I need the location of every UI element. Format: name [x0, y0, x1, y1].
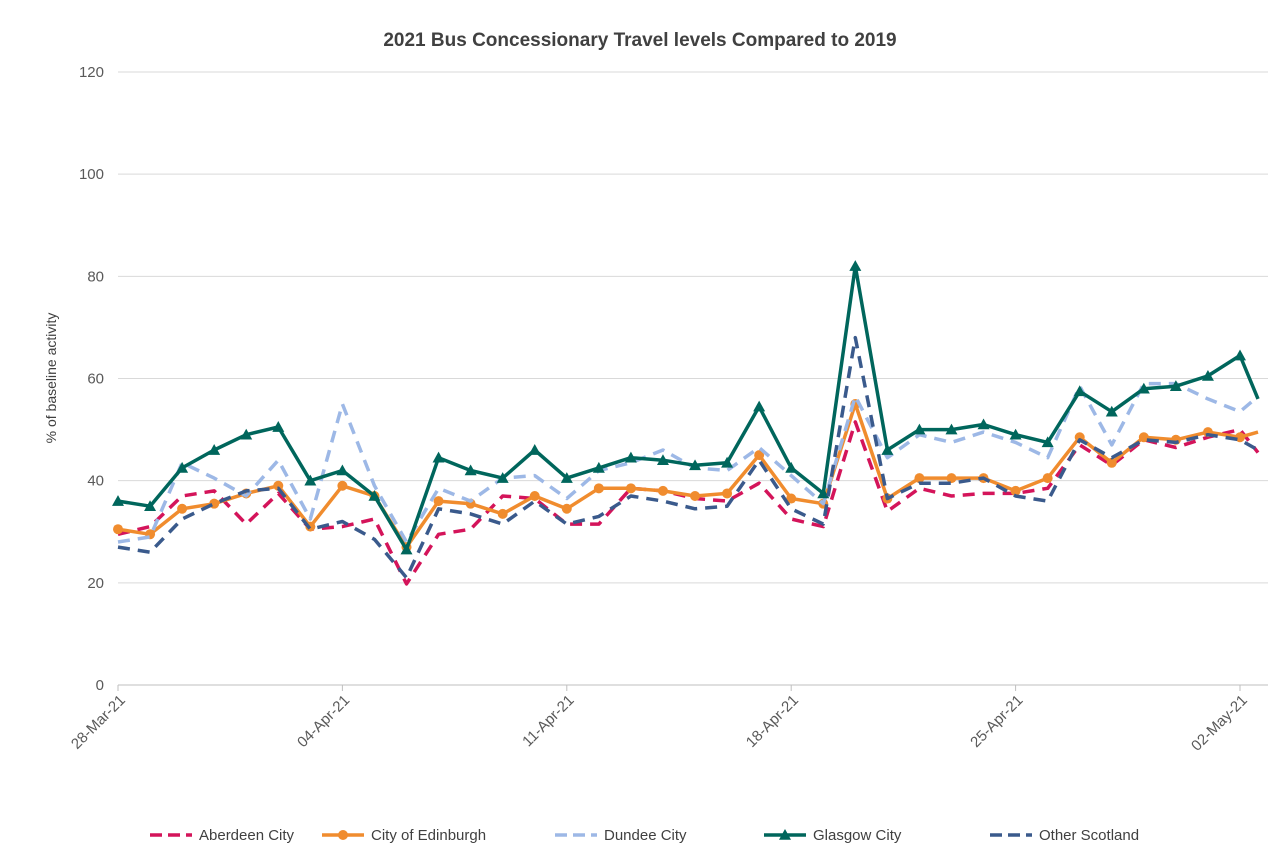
x-tick-label-02-May-21: 02-May-21 — [1188, 692, 1251, 755]
y-tick-label-20: 20 — [87, 575, 104, 592]
series-line-city-of-edinburgh — [117, 402, 1259, 549]
point-city-of-edinburgh-12 — [497, 508, 508, 519]
point-city-of-edinburgh-19 — [722, 488, 733, 499]
point-city-of-edinburgh-31 — [1106, 457, 1117, 468]
legend-label-glasgow-city: Glasgow City — [813, 827, 902, 844]
point-glasgow-city-33 — [1169, 380, 1182, 391]
x-tick-label-18-Apr-21: 18-Apr-21 — [743, 692, 802, 751]
series-other-scotland — [117, 335, 1259, 580]
point-glasgow-city-25 — [913, 423, 926, 435]
x-tick-label-28-Mar-21: 28-Mar-21 — [68, 692, 129, 753]
point-city-of-edinburgh-20 — [754, 450, 765, 461]
y-tick-label-60: 60 — [87, 371, 104, 388]
point-city-of-edinburgh-28 — [1010, 485, 1021, 496]
legend-marker-glasgow-city — [779, 829, 791, 840]
legend-label-aberdeen-city: Aberdeen City — [199, 827, 295, 844]
point-glasgow-city-17 — [656, 454, 669, 466]
series-glasgow-city — [112, 260, 1260, 555]
y-tick-label-120: 120 — [79, 64, 104, 81]
point-city-of-edinburgh-35 — [1235, 432, 1245, 443]
x-tick-label-04-Apr-21: 04-Apr-21 — [294, 692, 353, 751]
point-city-of-edinburgh-15 — [593, 483, 604, 494]
point-glasgow-city-30 — [1073, 385, 1086, 397]
point-glasgow-city-6 — [304, 474, 317, 486]
point-city-of-edinburgh-18 — [690, 490, 701, 501]
point-glasgow-city-34 — [1201, 369, 1214, 381]
point-city-of-edinburgh-0 — [113, 524, 123, 535]
y-tick-label-80: 80 — [87, 268, 104, 285]
point-city-of-edinburgh-13 — [529, 490, 540, 501]
point-glasgow-city-18 — [689, 459, 702, 471]
point-city-of-edinburgh-16 — [625, 483, 636, 494]
legend: Aberdeen City City of Edinburgh Dundee Cit… — [150, 827, 1139, 844]
point-glasgow-city-22 — [817, 487, 830, 499]
point-glasgow-city-11 — [464, 464, 477, 476]
point-city-of-edinburgh-29 — [1042, 473, 1053, 484]
point-glasgow-city-31 — [1105, 405, 1118, 417]
point-glasgow-city-7 — [336, 464, 349, 476]
point-glasgow-city-13 — [528, 444, 541, 455]
legend-item-dundee-city: Dundee City — [555, 827, 687, 844]
point-glasgow-city-24 — [881, 444, 894, 455]
y-axis-label: % of baseline activity — [43, 313, 59, 444]
legend-item-other-scotland: Other Scotland — [990, 827, 1139, 844]
point-city-of-edinburgh-10 — [433, 496, 444, 507]
point-city-of-edinburgh-26 — [946, 473, 957, 484]
point-glasgow-city-23 — [849, 260, 862, 271]
point-city-of-edinburgh-25 — [914, 473, 925, 484]
point-glasgow-city-21 — [785, 461, 798, 473]
x-tick-label-25-Apr-21: 25-Apr-21 — [967, 692, 1026, 751]
point-glasgow-city-3 — [208, 444, 221, 455]
legend-item-aberdeen-city: Aberdeen City — [150, 827, 295, 844]
x-axis: 28-Mar-21 04-Apr-21 11-Apr-21 18-Apr-21 25-A… — [68, 684, 1268, 755]
chart-title: 2021 Bus Concessionary Travel levels Com… — [383, 30, 896, 51]
point-glasgow-city-0 — [112, 495, 124, 506]
legend-item-city-of-edinburgh: City of Edinburgh — [322, 827, 486, 844]
point-glasgow-city-29 — [1041, 436, 1054, 448]
point-city-of-edinburgh-32 — [1138, 432, 1149, 443]
point-city-of-edinburgh-2 — [177, 503, 188, 514]
point-glasgow-city-10 — [432, 451, 445, 463]
point-city-of-edinburgh-21 — [786, 493, 797, 504]
point-glasgow-city-4 — [240, 428, 253, 440]
point-glasgow-city-8 — [368, 489, 381, 501]
point-glasgow-city-16 — [624, 451, 637, 463]
legend-label-city-of-edinburgh: City of Edinburgh — [371, 827, 486, 844]
point-glasgow-city-14 — [560, 472, 573, 483]
point-glasgow-city-5 — [272, 421, 285, 432]
point-glasgow-city-27 — [977, 418, 990, 430]
legend-item-glasgow-city: Glasgow City — [764, 827, 902, 844]
legend-label-other-scotland: Other Scotland — [1039, 827, 1139, 844]
point-glasgow-city-35 — [1234, 349, 1246, 361]
y-tick-label-0: 0 — [96, 677, 104, 694]
point-glasgow-city-1 — [144, 500, 157, 512]
point-glasgow-city-19 — [721, 456, 734, 468]
y-tick-label-40: 40 — [87, 473, 104, 490]
legend-marker-city-of-edinburgh — [338, 830, 348, 840]
point-glasgow-city-26 — [945, 423, 958, 435]
series-lines — [112, 260, 1260, 586]
point-glasgow-city-15 — [592, 461, 605, 473]
point-glasgow-city-2 — [176, 461, 189, 473]
y-tick-label-100: 100 — [79, 166, 104, 183]
y-tick-labels: 0 20 40 60 80 100 120 — [79, 64, 104, 694]
x-tick-label-11-Apr-21: 11-Apr-21 — [519, 692, 577, 750]
point-glasgow-city-28 — [1009, 428, 1022, 440]
point-city-of-edinburgh-5 — [273, 480, 284, 491]
point-glasgow-city-9 — [400, 543, 413, 555]
point-city-of-edinburgh-7 — [337, 480, 348, 491]
point-glasgow-city-12 — [496, 472, 509, 483]
point-glasgow-city-20 — [753, 400, 766, 412]
point-city-of-edinburgh-17 — [657, 485, 668, 496]
point-glasgow-city-32 — [1137, 382, 1150, 394]
series-line-other-scotland — [117, 335, 1259, 580]
legend-label-dundee-city: Dundee City — [604, 827, 687, 844]
point-city-of-edinburgh-14 — [561, 503, 572, 514]
